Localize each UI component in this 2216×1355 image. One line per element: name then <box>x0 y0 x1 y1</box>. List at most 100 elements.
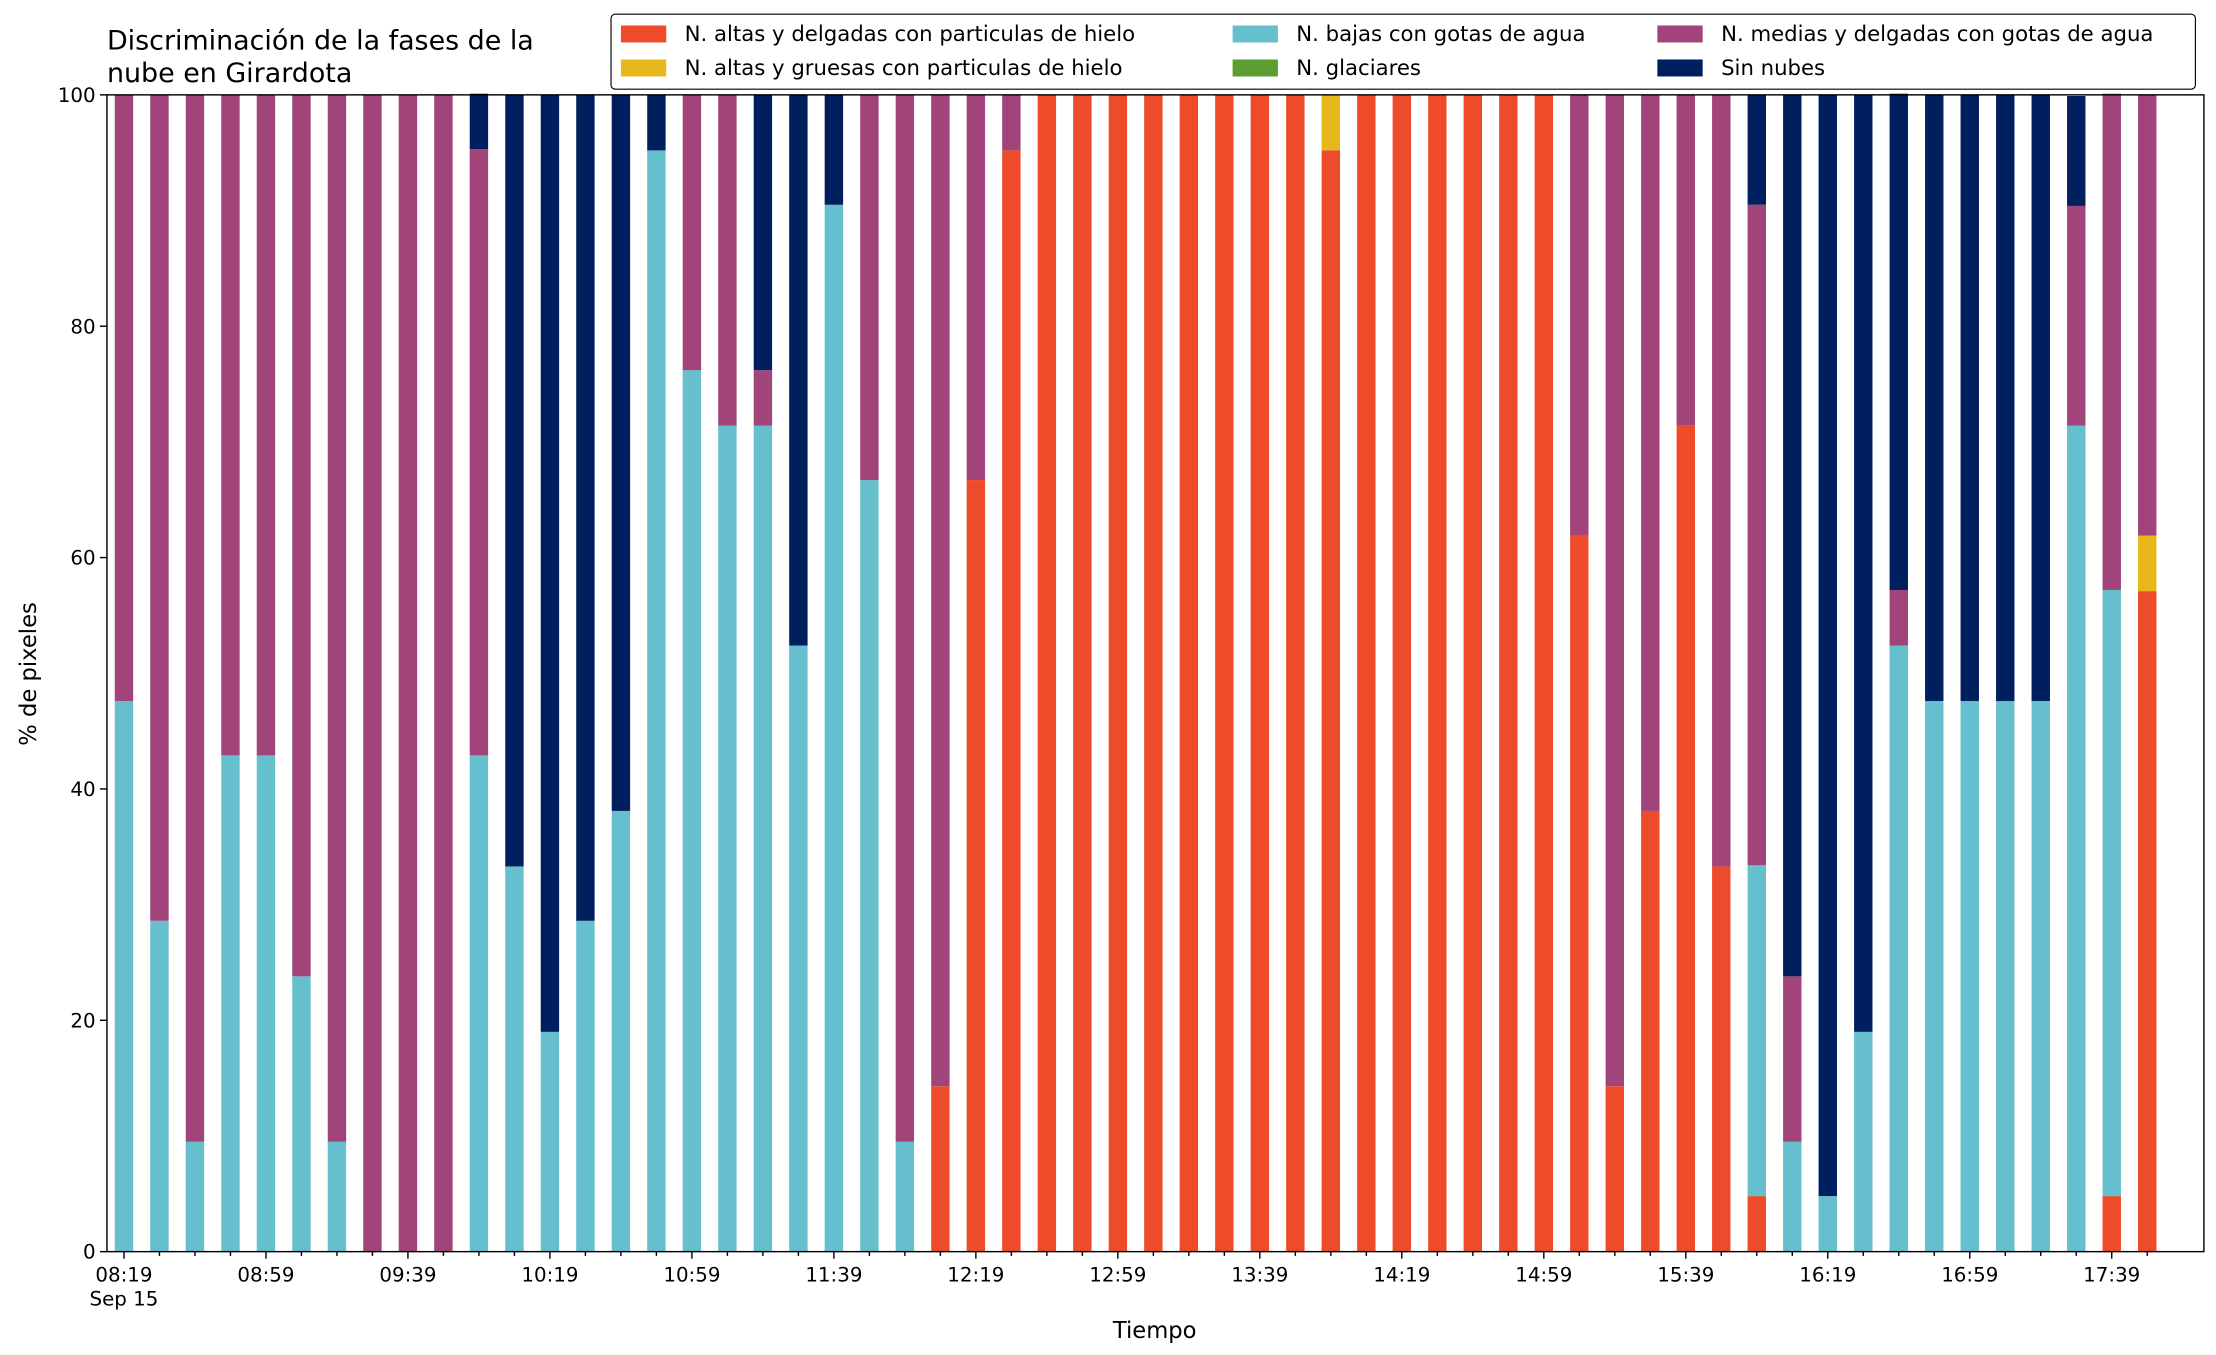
y-tick-label: 80 <box>70 315 95 338</box>
legend-swatch <box>620 59 667 77</box>
bar-segment <box>1818 94 1837 1197</box>
x-tick-label: 12:59 <box>1089 1263 1146 1286</box>
legend-label: N. bajas con gotas de agua <box>1296 22 1585 47</box>
x-tick-label: 08:59 <box>237 1263 294 1286</box>
bar-segment <box>789 645 808 1252</box>
legend-swatch <box>1232 59 1278 77</box>
bar-segment <box>185 94 205 1142</box>
x-tick-label: 13:39 <box>1231 1263 1288 1286</box>
bar-segment <box>1996 94 2015 702</box>
bar-segment <box>1108 94 1128 1252</box>
axes-frame <box>106 94 2205 1253</box>
bar-segment <box>363 94 382 1252</box>
bar-segment <box>966 94 986 481</box>
bar-segment <box>931 94 950 1087</box>
bar-segment <box>1321 150 1341 1252</box>
bar-segment <box>2102 93 2121 590</box>
x-tick-label: 14:59 <box>1515 1263 1572 1286</box>
bar-segment <box>1144 94 1163 1252</box>
bar-segment <box>540 94 560 1032</box>
bar-segment <box>1747 94 1766 205</box>
bar-segment <box>1321 94 1341 151</box>
bar-segment <box>2067 96 2086 206</box>
bar-segment <box>860 480 879 1252</box>
x-tick-label: 15:39 <box>1657 1263 1714 1286</box>
bar-segment <box>1357 94 1376 1252</box>
bar-segment <box>1783 976 1802 1142</box>
bar-segment <box>1996 701 2015 1252</box>
bar-segment <box>150 94 169 921</box>
bar-segment <box>1712 866 1731 1252</box>
bar-segment <box>611 810 631 1252</box>
bar-segment <box>966 480 986 1252</box>
bar-segment <box>1925 94 1944 702</box>
bar-segment <box>2067 425 2086 1252</box>
x-tick-label: 17:39 <box>2083 1263 2140 1286</box>
bar-segment <box>576 94 595 921</box>
bar-segment <box>1428 94 1447 1252</box>
x-tick-label: 08:19 <box>95 1263 152 1286</box>
bar-segment <box>2102 1196 2121 1252</box>
bar-segment <box>2031 701 2050 1252</box>
chart-title: nube en Girardota <box>107 58 352 89</box>
bar-segment <box>576 920 595 1252</box>
bar-segment <box>1392 94 1412 1252</box>
bar-segment <box>1747 865 1766 1197</box>
bar-segment <box>1605 1086 1625 1252</box>
bar-segment <box>1889 93 1908 590</box>
bar-segment <box>1002 150 1021 1252</box>
bar-segment <box>753 370 773 426</box>
bar-segment <box>256 94 276 756</box>
bar-segment <box>292 976 311 1252</box>
legend-swatch <box>1232 25 1278 43</box>
bar-segment <box>469 755 489 1252</box>
legend-label: N. glaciares <box>1296 56 1421 81</box>
bar-segment <box>114 94 134 702</box>
bar-segment <box>1712 94 1731 867</box>
legend-swatch <box>620 25 667 43</box>
bar-segment <box>2138 591 2157 1252</box>
bar-segment <box>1854 1031 1873 1252</box>
bar-segment <box>2138 535 2157 592</box>
x-tick-label: 09:39 <box>379 1263 436 1286</box>
bar-segment <box>1002 94 1021 151</box>
bar-segment <box>1463 94 1483 1252</box>
bar-segment <box>1960 701 1979 1252</box>
bar-segment <box>540 1031 560 1252</box>
x-tick-label: 10:19 <box>521 1263 578 1286</box>
bar-segment <box>185 1141 205 1252</box>
bar-segment <box>1960 94 1979 702</box>
bar-segment <box>824 204 844 1252</box>
y-axis-label: % de pixeles <box>16 602 42 746</box>
bar-segment <box>150 920 169 1252</box>
bar-segment <box>1250 94 1270 1252</box>
bar-segment <box>1037 94 1057 1252</box>
bar-segment <box>398 94 418 1252</box>
bar-segment <box>1889 589 1908 646</box>
x-tick-label: 16:59 <box>1941 1263 1998 1286</box>
bar-segment <box>1215 94 1234 1252</box>
bar-segment <box>1783 94 1802 977</box>
legend-label: N. altas y delgadas con particulas de hi… <box>685 22 1135 47</box>
bar-segment <box>1641 94 1660 811</box>
legend-swatch <box>1657 59 1703 77</box>
bar-segment <box>256 755 276 1252</box>
legend-swatch <box>1657 25 1703 43</box>
bar-segment <box>753 94 773 371</box>
bar-segment <box>1925 701 1944 1252</box>
x-tick-label: 14:19 <box>1373 1263 1430 1286</box>
bar-segment <box>931 1086 950 1252</box>
bar-segment <box>1747 204 1766 866</box>
x-sublabel: Sep 15 <box>90 1287 159 1310</box>
bar-segment <box>1747 1196 1766 1252</box>
bar-segment <box>221 755 240 1252</box>
bar-segment <box>753 425 773 1252</box>
bar-segment <box>1641 810 1660 1252</box>
bar-segment <box>682 370 702 1252</box>
bar-segment <box>682 94 702 371</box>
bar-segment <box>1073 94 1092 1252</box>
x-tick-label: 12:19 <box>947 1263 1004 1286</box>
legend-box <box>610 13 2196 90</box>
bar-segment <box>789 94 808 646</box>
bar-segment <box>292 94 311 977</box>
